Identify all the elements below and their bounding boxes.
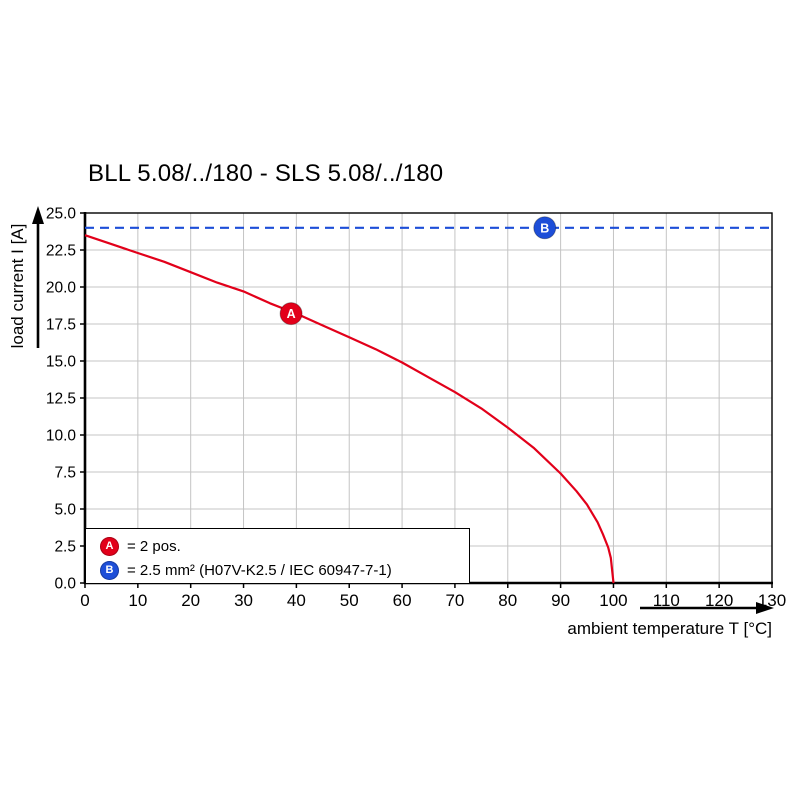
- x-tick-label: 110: [653, 591, 680, 610]
- x-tick-label: 120: [705, 591, 733, 610]
- derating-curve: [84, 234, 615, 584]
- point-markers: AB: [279, 216, 557, 326]
- x-tick-label: 100: [599, 591, 627, 610]
- data-series: [84, 226, 772, 584]
- marker-label: B: [540, 221, 549, 235]
- legend-item-a-text: = 2 pos.: [127, 537, 181, 555]
- legend-item-b-text: = 2.5 mm² (H07V-K2.5 / IEC 60947-7-1): [127, 561, 392, 579]
- y-tick-label: 22.5: [46, 243, 76, 260]
- x-tick-label: 30: [234, 591, 253, 610]
- y-tick-label: 0.0: [54, 576, 76, 593]
- x-axis-arrow-icon: [640, 602, 774, 614]
- chart-title: BLL 5.08/../180 - SLS 5.08/../180: [88, 160, 444, 187]
- legend-marker-b-icon: B: [100, 560, 119, 580]
- x-tick-label: 60: [393, 591, 412, 610]
- tick-labels: 0 10 20 30 40 50 60 70 80 90 100 110 120 1300.02.55.0…: [46, 206, 786, 611]
- y-tick-label: 2.5: [54, 539, 76, 556]
- grid-lines: [85, 213, 772, 583]
- y-tick-label: 12.5: [46, 391, 76, 408]
- x-tick-label: 0: [80, 591, 89, 610]
- y-tick-label: 7.5: [54, 465, 76, 482]
- x-tick-label: 80: [498, 591, 517, 610]
- x-tick-label: 40: [287, 591, 306, 610]
- x-tick-label: 70: [445, 591, 464, 610]
- x-tick-label: 20: [181, 591, 200, 610]
- y-tick-label: 15.0: [46, 354, 77, 371]
- legend-item-b: B = 2.5 mm² (H07V-K2.5 / IEC 60947-7-1): [100, 558, 469, 582]
- x-tick-label: 50: [340, 591, 359, 610]
- chart-legend: A = 2 pos. B = 2.5 mm² (H07V-K2.5 / IEC …: [86, 528, 470, 583]
- y-tick-label: 10.0: [46, 428, 77, 445]
- y-axis-arrow-icon: [32, 206, 44, 348]
- marker-label: A: [287, 307, 296, 321]
- y-tick-label: 20.0: [46, 280, 77, 297]
- marker-circle: [533, 216, 557, 240]
- x-tick-label: 10: [128, 591, 147, 610]
- legend-item-a: A = 2 pos.: [100, 534, 469, 558]
- y-tick-label: 17.5: [46, 317, 76, 334]
- marker-circle: [279, 302, 303, 326]
- x-axis-label: ambient temperature T [°C]: [567, 619, 772, 638]
- y-tick-label: 5.0: [54, 502, 76, 519]
- marker-b: B: [533, 216, 557, 240]
- marker-a: A: [279, 302, 303, 326]
- legend-marker-a-icon: A: [100, 536, 119, 556]
- x-tick-label: 90: [551, 591, 570, 610]
- y-tick-label: 25.0: [46, 206, 77, 223]
